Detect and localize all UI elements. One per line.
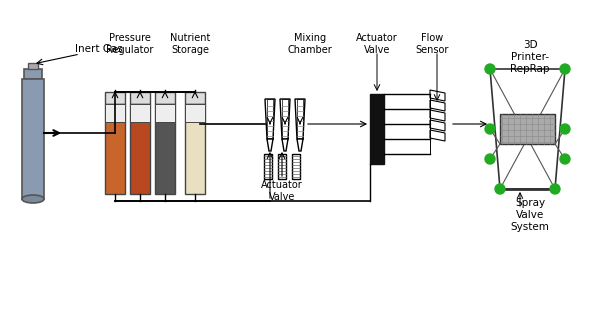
Bar <box>282 99 288 139</box>
Bar <box>130 104 150 122</box>
Bar <box>370 94 384 164</box>
Polygon shape <box>295 99 305 139</box>
Circle shape <box>495 184 505 194</box>
Bar <box>155 104 175 122</box>
Polygon shape <box>430 100 445 111</box>
Bar <box>155 104 175 194</box>
Text: Spray
Valve
System: Spray Valve System <box>511 198 550 232</box>
Bar <box>264 154 272 179</box>
Bar <box>185 104 205 122</box>
Polygon shape <box>430 120 445 131</box>
Text: Actuator
Valve: Actuator Valve <box>356 33 398 55</box>
Bar <box>130 104 150 194</box>
Bar <box>292 154 300 179</box>
Bar <box>185 92 205 104</box>
Bar <box>105 104 125 194</box>
Polygon shape <box>265 99 275 139</box>
Bar <box>105 92 125 104</box>
Circle shape <box>485 154 495 164</box>
Bar <box>24 69 42 79</box>
Circle shape <box>485 64 495 74</box>
Text: Mixing
Chamber: Mixing Chamber <box>287 33 332 55</box>
Bar <box>185 104 205 194</box>
Bar <box>130 92 150 104</box>
Ellipse shape <box>22 195 44 203</box>
Text: Flow
Sensor: Flow Sensor <box>415 33 449 55</box>
Bar <box>278 154 286 179</box>
Circle shape <box>485 124 495 134</box>
Circle shape <box>560 154 570 164</box>
Circle shape <box>560 64 570 74</box>
Bar <box>267 99 273 139</box>
Polygon shape <box>430 90 445 101</box>
Polygon shape <box>430 110 445 121</box>
Bar <box>297 99 303 139</box>
Bar <box>155 92 175 104</box>
Text: Actuator
Valve: Actuator Valve <box>261 180 303 202</box>
Circle shape <box>560 124 570 134</box>
Circle shape <box>550 184 560 194</box>
Bar <box>500 114 555 144</box>
Text: Inert Gas: Inert Gas <box>75 44 123 54</box>
Text: Pressure
Regulator: Pressure Regulator <box>106 33 154 55</box>
Polygon shape <box>282 139 288 151</box>
Polygon shape <box>297 139 303 151</box>
Text: 3D
Printer-
RepRap: 3D Printer- RepRap <box>510 40 550 74</box>
Polygon shape <box>280 99 290 139</box>
Bar <box>22 79 44 199</box>
Bar <box>105 104 125 122</box>
Bar <box>28 63 38 69</box>
Polygon shape <box>430 130 445 141</box>
Polygon shape <box>267 139 273 151</box>
Text: Nutrient
Storage: Nutrient Storage <box>170 33 210 55</box>
